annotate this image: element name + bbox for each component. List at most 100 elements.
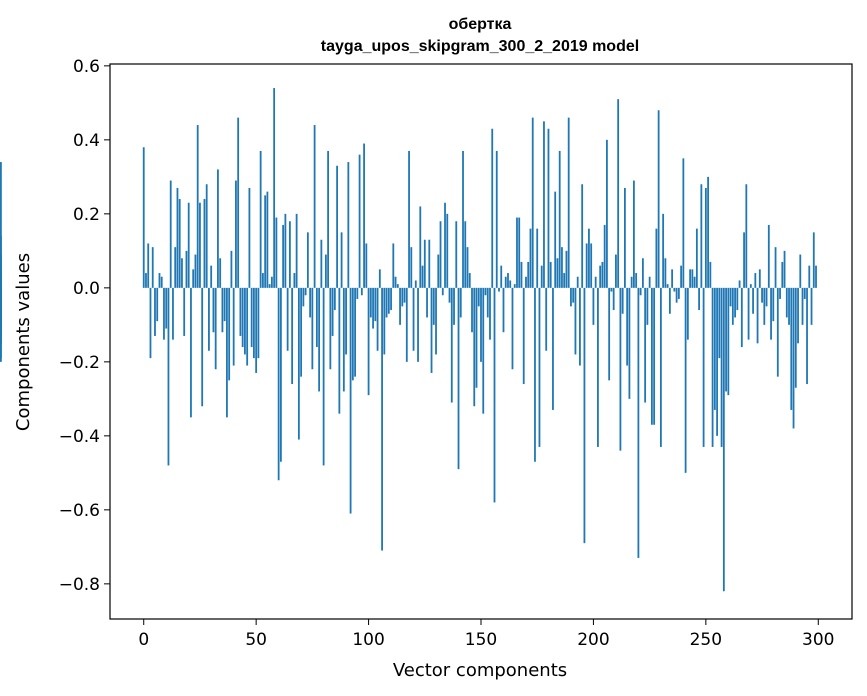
- bar: [347, 162, 350, 288]
- bar: [718, 287, 721, 359]
- bar: [412, 287, 415, 351]
- bar: [329, 287, 332, 370]
- bar: [641, 258, 644, 288]
- bar: [648, 276, 651, 288]
- bar: [181, 258, 183, 288]
- bar: [727, 287, 730, 396]
- bar: [306, 232, 309, 288]
- bar: [734, 287, 736, 318]
- bar: [309, 287, 312, 318]
- bar: [740, 287, 743, 348]
- bar: [617, 99, 620, 288]
- bar: [738, 280, 741, 288]
- bar: [0, 162, 2, 288]
- bar: [711, 287, 714, 447]
- bar: [176, 187, 179, 288]
- bar: [293, 273, 296, 288]
- bar: [273, 88, 276, 288]
- bar: [603, 224, 606, 288]
- bar: [725, 287, 727, 392]
- bar: [432, 287, 435, 325]
- y-tick-label: −0.2: [59, 353, 100, 373]
- bar: [244, 287, 246, 355]
- bar: [275, 217, 278, 288]
- bar: [169, 180, 172, 288]
- bar: [545, 287, 548, 351]
- bar: [558, 150, 561, 288]
- bar: [610, 287, 613, 292]
- bar: [277, 287, 280, 481]
- bar: [428, 239, 431, 288]
- bar: [255, 287, 258, 373]
- bar: [383, 287, 386, 355]
- bar: [799, 254, 802, 288]
- bar: [702, 287, 705, 447]
- bar: [468, 273, 471, 288]
- bar: [673, 287, 676, 292]
- bar: [540, 265, 543, 288]
- bar: [763, 287, 766, 325]
- bar: [0, 287, 2, 344]
- bar: [792, 287, 795, 429]
- bar: [464, 221, 467, 288]
- x-tick-label: 0: [138, 630, 149, 650]
- bar: [210, 265, 213, 288]
- bar: [570, 287, 572, 307]
- bar: [194, 254, 197, 288]
- bar: [749, 284, 752, 288]
- bar: [606, 139, 608, 288]
- bar: [534, 287, 536, 462]
- bar: [336, 165, 338, 288]
- bar: [695, 228, 698, 288]
- bar-series: [0, 88, 817, 592]
- bar: [684, 287, 687, 473]
- bar: [657, 110, 660, 288]
- bar: [311, 287, 314, 370]
- bar: [747, 287, 750, 340]
- bar: [666, 284, 669, 288]
- bar: [390, 287, 392, 311]
- bar: [342, 287, 345, 392]
- bar: [722, 287, 725, 592]
- bar: [459, 287, 462, 318]
- bar: [592, 287, 595, 325]
- bar: [767, 224, 770, 288]
- bar: [720, 287, 723, 447]
- bar: [659, 287, 662, 447]
- bar: [142, 147, 145, 288]
- bar: [509, 280, 512, 288]
- bar: [212, 287, 215, 333]
- bar: [345, 287, 347, 355]
- bar: [199, 202, 201, 288]
- bar: [507, 273, 509, 288]
- bar: [441, 287, 444, 296]
- bar: [268, 284, 271, 288]
- bar: [716, 287, 718, 436]
- bar: [392, 243, 395, 288]
- x-tick-label: 200: [577, 630, 609, 650]
- bar: [597, 287, 599, 447]
- bar: [455, 221, 458, 288]
- bar: [462, 150, 464, 288]
- bar: [594, 276, 597, 288]
- bar: [779, 287, 781, 299]
- bar: [552, 287, 554, 410]
- bar: [241, 287, 244, 348]
- bar: [203, 199, 206, 288]
- y-tick-label: 0.6: [73, 57, 100, 77]
- bar: [713, 287, 716, 410]
- bar: [320, 239, 323, 288]
- bar: [765, 287, 768, 307]
- bar: [324, 254, 327, 288]
- bar: [423, 239, 426, 288]
- bar: [403, 287, 406, 303]
- bar: [482, 287, 485, 414]
- bar: [639, 287, 642, 296]
- bar: [313, 125, 316, 288]
- bar: [511, 287, 514, 370]
- plot-frame: [109, 63, 853, 620]
- bar: [662, 213, 665, 288]
- bar: [253, 287, 255, 359]
- bar: [419, 206, 422, 288]
- bar: [354, 287, 356, 377]
